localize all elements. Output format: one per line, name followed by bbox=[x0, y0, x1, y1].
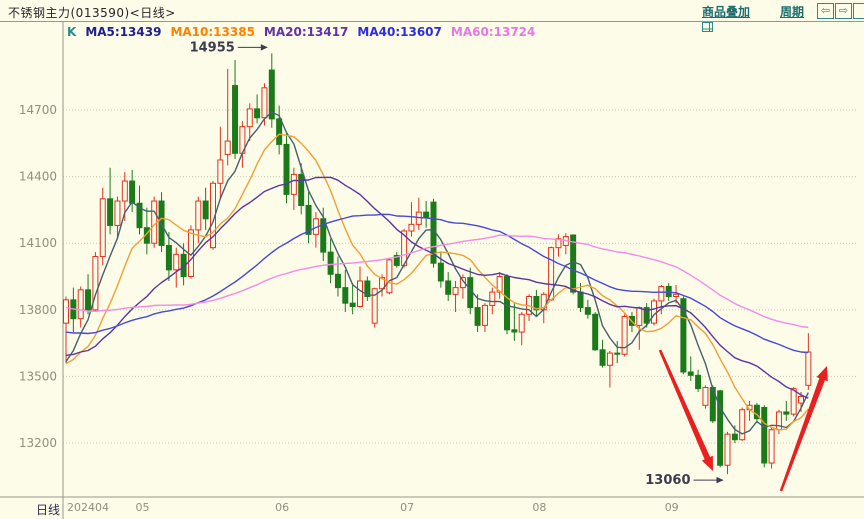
k-label: K bbox=[67, 25, 77, 39]
ma-lines bbox=[65, 111, 809, 435]
ma60-value: MA60:13724 bbox=[450, 25, 536, 39]
candlestick-chart[interactable]: 14700 14400 14100 13800 13500 13200 202404 05 06… bbox=[0, 22, 864, 519]
ma60-line bbox=[65, 234, 809, 329]
ma40-value: MA40:13607 bbox=[357, 25, 442, 39]
ma40-line bbox=[65, 213, 809, 354]
ma10-value: MA10:13385 bbox=[170, 25, 255, 39]
window-layout-icon bbox=[701, 22, 713, 32]
trend-arrow bbox=[779, 366, 828, 492]
ma5-line bbox=[65, 111, 809, 435]
x-axis-months: 202404 05 06 07 08 09 bbox=[67, 501, 679, 514]
ma10-line bbox=[65, 133, 809, 431]
right-arrow-icon: ⇨ bbox=[838, 5, 849, 17]
overlay-link[interactable]: 商品叠加 bbox=[701, 4, 750, 19]
y-tick-label: 14100 bbox=[19, 236, 57, 250]
month-label: 07 bbox=[400, 501, 414, 514]
month-label: 202404 bbox=[67, 501, 109, 514]
nav-buttons: ⇦ ⇨ bbox=[701, 3, 864, 32]
month-label: 06 bbox=[275, 501, 289, 514]
ma20-value: MA20:13417 bbox=[263, 25, 349, 39]
contract-title: 不锈钢主力(013590)<日线> bbox=[8, 6, 176, 20]
layout-button[interactable] bbox=[701, 3, 864, 32]
annotations: 14955 13060 bbox=[190, 40, 724, 488]
trend-arrows bbox=[658, 349, 828, 492]
y-tick-label: 14700 bbox=[19, 103, 57, 117]
price-annotation: 13060 bbox=[645, 473, 690, 488]
y-tick-label: 13800 bbox=[19, 303, 57, 317]
period-label: 日线 bbox=[36, 503, 61, 517]
period-link[interactable]: 周期 bbox=[779, 4, 804, 19]
month-label: 09 bbox=[665, 501, 679, 514]
header-bar: 不锈钢主力(013590)<日线> 商品叠加 周期 ⇦ ⇨ bbox=[0, 0, 864, 32]
candles bbox=[63, 53, 812, 475]
ma20-line bbox=[65, 176, 809, 399]
scroll-right-button[interactable]: ⇨ bbox=[835, 3, 852, 19]
left-arrow-icon: ⇦ bbox=[820, 5, 831, 17]
y-tick-label: 13500 bbox=[19, 369, 57, 383]
trend-arrow bbox=[658, 349, 713, 471]
ma5-value: MA5:13439 bbox=[85, 25, 162, 39]
y-tick-label: 13200 bbox=[19, 436, 57, 450]
gridlines: 14700 14400 14100 13800 13500 13200 bbox=[19, 103, 858, 450]
month-label: 05 bbox=[136, 501, 150, 514]
price-annotation: 14955 bbox=[190, 40, 235, 55]
y-tick-label: 14400 bbox=[19, 170, 57, 184]
header-actions: 商品叠加 周期 ⇦ ⇨ bbox=[701, 0, 864, 32]
month-label: 08 bbox=[532, 501, 546, 514]
ma-legend: K MA5:13439 MA10:13385 MA20:13417 MA40:1… bbox=[67, 25, 535, 39]
scroll-left-button[interactable]: ⇦ bbox=[817, 3, 834, 19]
